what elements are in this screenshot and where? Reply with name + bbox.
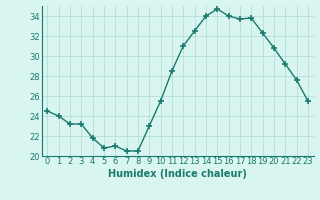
X-axis label: Humidex (Indice chaleur): Humidex (Indice chaleur): [108, 169, 247, 179]
